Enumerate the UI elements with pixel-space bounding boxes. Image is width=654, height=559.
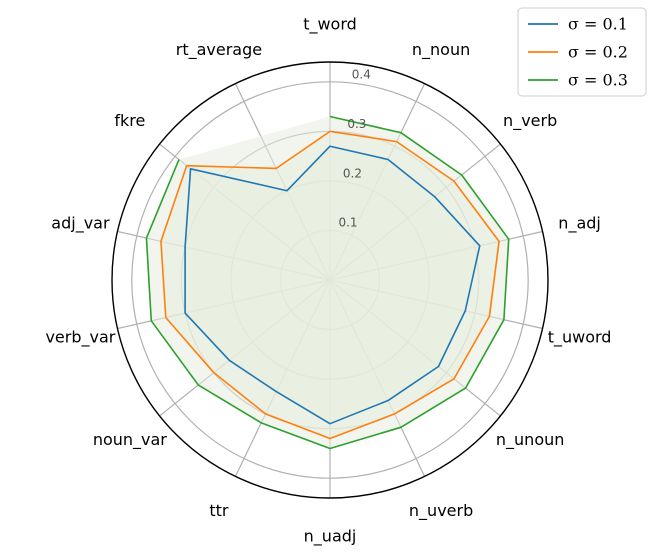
radial-tick-label: 0.4 (352, 68, 371, 82)
axis-label-n_adj: n_adj (558, 214, 601, 234)
legend-entry: σ = 0.3 (568, 71, 628, 90)
axis-label-n_uadj: n_uadj (304, 527, 357, 547)
axis-label-n_unoun: n_unoun (496, 430, 565, 450)
radial-tick-labels: 0.1 0.2 0.3 0.4 (338, 68, 370, 230)
axis-label-noun_var: noun_var (93, 430, 167, 450)
series-lines (145, 115, 510, 450)
axis-label-t_uword: t_uword (548, 327, 612, 347)
axis-label-ttr: ttr (209, 501, 229, 520)
axis-label-n_uverb: n_uverb (409, 501, 473, 521)
legend-entry: σ = 0.1 (568, 15, 628, 34)
polar-frame (111, 61, 549, 499)
axis-label-rt_average: rt_average (176, 40, 262, 60)
axis-label-n_noun: n_noun (412, 40, 470, 60)
axis-label-fkre: fkre (114, 111, 145, 130)
legend: σ = 0.1 σ = 0.2 σ = 0.3 (517, 7, 647, 97)
radial-tick-label: 0.1 (338, 216, 357, 230)
legend-entry: σ = 0.2 (568, 43, 628, 62)
axis-label-n_verb: n_verb (503, 111, 557, 131)
radial-tick-label: 0.3 (347, 117, 366, 131)
axis-label-verb_var: verb_var (45, 327, 115, 347)
radial-tick-label: 0.2 (343, 166, 362, 180)
axis-label-t_word: t_word (303, 15, 357, 35)
axis-labels: t_word n_noun n_verb n_adj t_uword n_unoun n_u… (45, 15, 611, 547)
axis-label-adj_var: adj_var (51, 214, 110, 234)
legend-box (517, 7, 647, 97)
